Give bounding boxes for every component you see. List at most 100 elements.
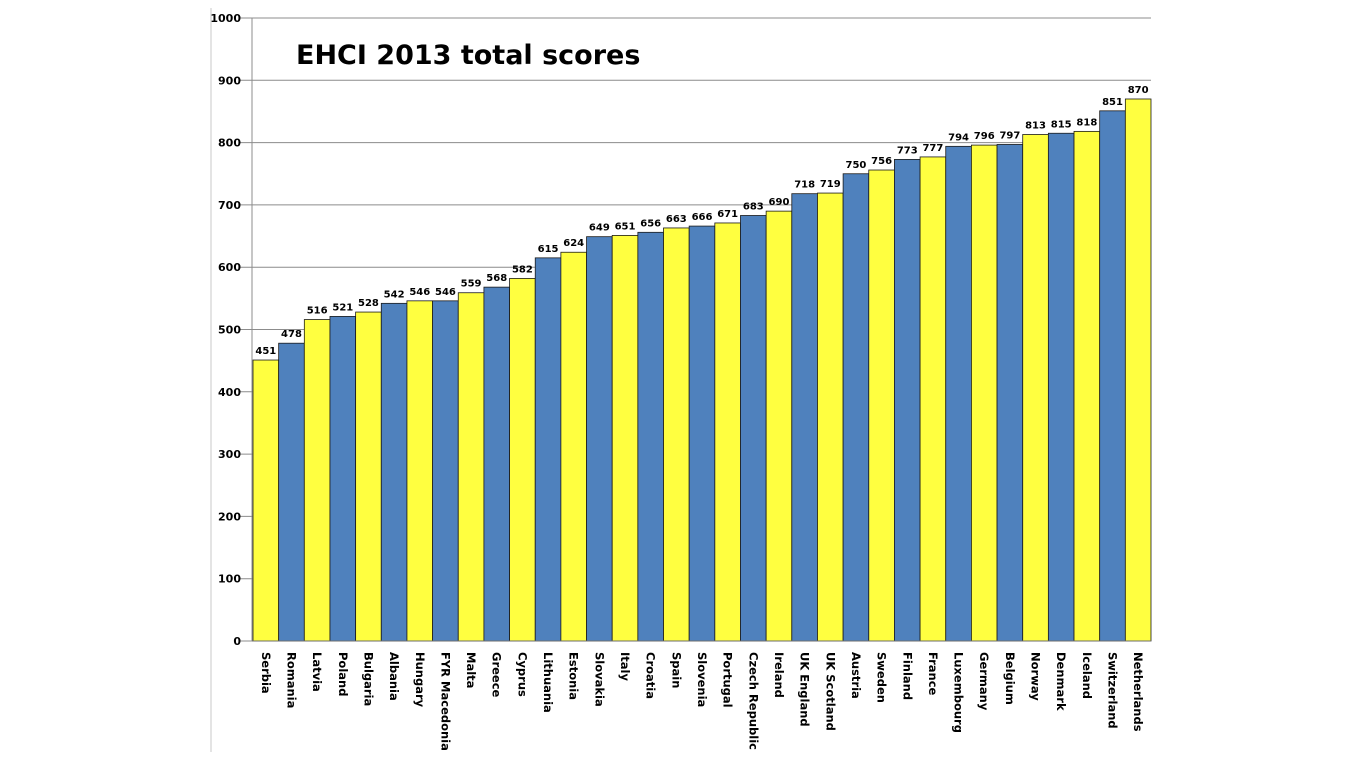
- x-tick-label: Cyprus: [515, 652, 529, 697]
- y-tick-label: 700: [218, 199, 241, 212]
- x-tick-label: Austria: [849, 652, 863, 699]
- data-label: 663: [666, 214, 687, 225]
- bar: [406, 300, 434, 642]
- x-tick-label: Luxembourg: [952, 652, 966, 733]
- bar: [996, 144, 1024, 642]
- x-tick-label: Romania: [284, 652, 298, 708]
- x-tick-label: Albania: [387, 652, 401, 701]
- data-label: 794: [948, 132, 969, 143]
- bar: [586, 236, 613, 642]
- data-label: 777: [922, 143, 943, 154]
- data-label: 582: [512, 264, 533, 275]
- bar: [688, 225, 716, 642]
- bar: [842, 173, 870, 642]
- data-label: 851: [1102, 97, 1123, 108]
- bar: [329, 316, 357, 642]
- bar: [457, 292, 485, 642]
- data-label: 718: [794, 180, 815, 191]
- data-label: 818: [1076, 117, 1097, 128]
- data-label: 666: [692, 212, 713, 223]
- data-label: 690: [769, 197, 790, 208]
- y-tick-label: 500: [218, 324, 241, 337]
- bar: [278, 342, 305, 642]
- data-label: 671: [717, 209, 738, 220]
- x-tick-label: UK England: [798, 652, 812, 727]
- x-tick-label: Slovenia: [695, 652, 709, 707]
- x-tick-label: Germany: [977, 652, 991, 711]
- data-label: 683: [743, 201, 764, 212]
- y-tick-label: 800: [218, 137, 241, 150]
- bar: [432, 300, 459, 642]
- x-tick-label: Greece: [490, 652, 504, 698]
- x-tick-label: Norway: [1029, 652, 1043, 701]
- data-label: 615: [538, 244, 559, 255]
- axes: [210, 8, 1151, 752]
- bar: [765, 210, 793, 642]
- x-tick-label: Estonia: [567, 652, 581, 700]
- data-label: 516: [307, 306, 328, 317]
- x-tick-label: Slovakia: [592, 652, 606, 707]
- bar: [791, 193, 818, 642]
- data-label: 478: [281, 329, 302, 340]
- bar: [483, 286, 510, 642]
- data-label: 568: [486, 273, 507, 284]
- bar: [817, 192, 844, 642]
- x-tick-label: Czech Republic: [746, 652, 760, 750]
- data-label: 719: [820, 179, 841, 190]
- y-tick-label: 200: [218, 510, 241, 523]
- bar: [740, 215, 767, 642]
- bar: [663, 227, 690, 642]
- x-tick-label: Hungary: [413, 652, 427, 708]
- bar: [1124, 98, 1152, 642]
- data-label: 796: [974, 131, 995, 142]
- x-tick-label: Malta: [464, 652, 478, 688]
- bar: [868, 169, 895, 642]
- data-label: 815: [1051, 119, 1072, 130]
- data-label: 542: [384, 289, 405, 300]
- data-label: 750: [846, 160, 867, 171]
- y-tick-label: 100: [218, 573, 241, 586]
- data-label: 624: [563, 238, 584, 249]
- bar: [509, 278, 536, 642]
- bar: [1073, 130, 1101, 642]
- x-tick-label: Latvia: [310, 652, 324, 692]
- bar: [252, 359, 280, 642]
- bar: [919, 156, 947, 642]
- data-label: 651: [615, 221, 636, 232]
- x-tick-label: Bulgaria: [361, 652, 375, 706]
- data-label: 451: [255, 346, 276, 357]
- data-label: 559: [461, 279, 482, 290]
- x-tick-label: FYR Macedonia: [438, 652, 452, 751]
- bar: [714, 222, 741, 642]
- x-tick-label: Denmark: [1054, 652, 1068, 711]
- x-tick-label: Portugal: [721, 652, 735, 708]
- data-label: 656: [640, 218, 661, 229]
- x-tick-label: Netherlands: [1131, 652, 1145, 732]
- bar: [355, 311, 382, 642]
- bar: [1047, 132, 1075, 642]
- bar: [534, 257, 562, 642]
- chart-title: EHCI 2013 total scores: [296, 40, 641, 71]
- bar: [303, 319, 331, 642]
- x-tick-label: Iceland: [1080, 652, 1094, 699]
- x-tick-label: Croatia: [644, 652, 658, 699]
- x-tick-label: Italy: [618, 652, 632, 681]
- x-tick-label: Finland: [900, 652, 914, 700]
- data-label: 528: [358, 298, 379, 309]
- y-tick-label: 600: [218, 261, 241, 274]
- x-tick-label: Sweden: [875, 652, 889, 703]
- y-tick-label: 900: [218, 74, 241, 87]
- x-tick-label: Spain: [669, 652, 683, 688]
- bar: [894, 159, 921, 642]
- data-label: 870: [1128, 85, 1149, 96]
- bar: [611, 235, 639, 642]
- data-label: 813: [1025, 121, 1046, 132]
- y-tick-label: 400: [218, 386, 241, 399]
- labels: 0 100 200 300 400 500 600 700 800 900 1000 451 Serbi…: [210, 12, 1148, 751]
- bars: [252, 98, 1152, 642]
- x-tick-label: Poland: [336, 652, 350, 696]
- x-tick-label: France: [926, 652, 940, 696]
- y-tick-label: 1000: [210, 12, 241, 25]
